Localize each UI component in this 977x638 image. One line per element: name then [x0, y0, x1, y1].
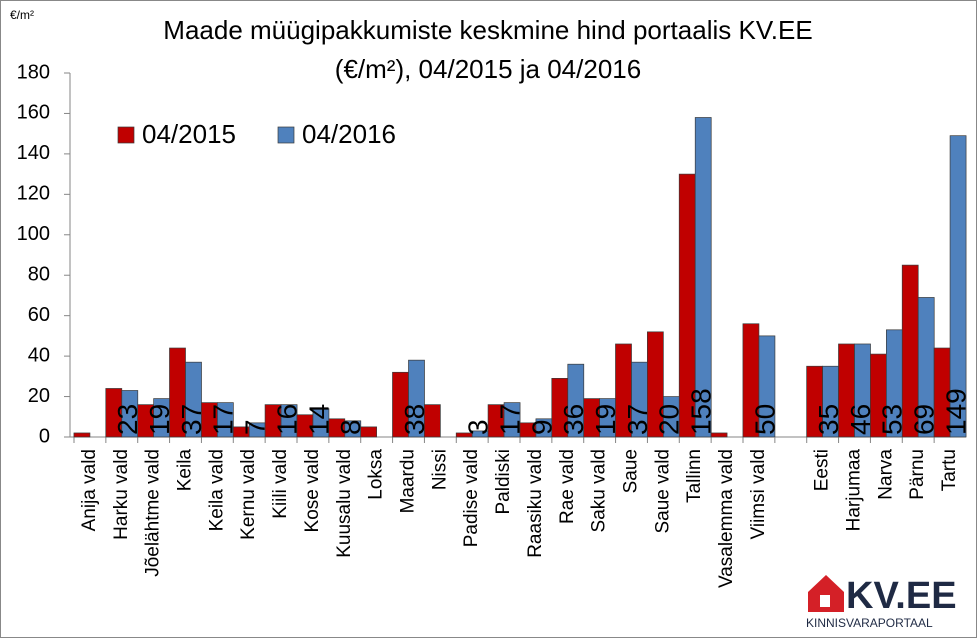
bar	[185, 361, 202, 438]
x-tick-label: Keila	[175, 449, 196, 492]
x-tick-label: Vasalemma vald	[716, 449, 737, 588]
data-label: 19	[590, 404, 621, 435]
x-tick-label: Eesti	[812, 449, 833, 491]
legend-label: 04/2016	[302, 119, 396, 149]
logo-door	[820, 595, 830, 607]
x-tick-label: Loksa	[366, 449, 387, 500]
bar	[647, 331, 664, 438]
x-tick-label: Pärnu	[907, 449, 928, 500]
y-tick-label: 20	[28, 385, 50, 407]
y-tick-label: 120	[17, 183, 50, 205]
chart-subtitle: (€/m²), 04/2015 ja 04/2016	[335, 54, 641, 84]
x-tick-label: Saue vald	[652, 449, 673, 534]
data-label: 35	[813, 404, 844, 435]
data-label: 9	[526, 419, 557, 435]
x-tick-label: Anija vald	[79, 449, 100, 531]
x-tick-label: Paldiski	[493, 449, 514, 514]
bar	[694, 117, 712, 438]
bar	[949, 135, 967, 438]
logo: KV.EE KINNISVARAPORTAAL	[806, 575, 957, 630]
data-label: 38	[399, 404, 430, 435]
data-label: 46	[845, 404, 876, 435]
bar	[503, 402, 521, 438]
x-tick-label: Kuusalu vald	[334, 449, 355, 558]
x-tick-label: Saku vald	[589, 449, 610, 532]
logo-tagline: KINNISVARAPORTAAL	[806, 616, 933, 630]
data-label: 7	[240, 419, 271, 435]
x-tick-label: Maardu	[398, 449, 419, 513]
bar	[710, 432, 728, 438]
data-label: 158	[686, 388, 717, 435]
data-label: 17	[208, 404, 239, 435]
data-label: 50	[749, 404, 780, 435]
y-tick-label: 160	[17, 102, 50, 124]
x-tick-label: Tallinn	[684, 449, 705, 503]
x-tick-label: Jõelähtme vald	[143, 449, 164, 577]
y-tick-label: 80	[28, 264, 50, 286]
data-label: 23	[112, 404, 143, 435]
chart-title: Maade müügipakkumiste keskmine hind port…	[163, 15, 812, 45]
data-label: 37	[622, 404, 653, 435]
y-tick-label: 40	[28, 344, 50, 366]
bar	[217, 402, 234, 438]
data-label: 3	[463, 419, 494, 435]
data-label: 17	[494, 404, 525, 435]
data-label: 16	[271, 404, 302, 435]
data-label: 8	[335, 419, 366, 435]
data-label: 149	[940, 388, 971, 435]
y-tick-label: 100	[17, 223, 50, 245]
y-tick-label: 60	[28, 304, 50, 326]
data-label: 19	[144, 404, 175, 435]
bar	[758, 335, 776, 438]
x-tick-label: Raasiku vald	[525, 449, 546, 558]
x-tick-label: Kose vald	[302, 449, 323, 532]
bar	[424, 404, 441, 438]
data-label: 36	[558, 404, 589, 435]
data-label: 20	[654, 404, 685, 435]
x-tick-label: Nissi	[429, 449, 450, 490]
y-tick-label: 180	[17, 61, 50, 83]
data-label: 69	[909, 404, 940, 435]
x-tick-label: Harku vald	[111, 449, 132, 540]
y-tick-label: 140	[17, 142, 50, 164]
legend-label: 04/2015	[142, 119, 236, 149]
bar	[360, 426, 377, 438]
logo-name: KV.EE	[846, 575, 957, 617]
data-label: 14	[303, 404, 334, 435]
x-tick-label: Padise vald	[461, 449, 482, 547]
logo-house	[808, 575, 844, 612]
data-label: 53	[877, 404, 908, 435]
x-tick-label: Viimsi vald	[748, 449, 769, 539]
legend-swatch	[277, 126, 295, 144]
bar	[408, 359, 425, 438]
bar	[73, 432, 91, 438]
legend-swatch	[117, 126, 135, 144]
y-tick-label: 0	[39, 425, 50, 447]
x-tick-label: Kernu vald	[238, 449, 259, 540]
x-tick-label: Tartu	[939, 449, 960, 491]
x-tick-label: Kiili vald	[270, 449, 291, 519]
unit-label: €/m²	[10, 8, 34, 22]
x-tick-label: Saue	[621, 449, 642, 493]
x-tick-label: Harjumaa	[844, 449, 865, 532]
x-tick-label: Rae vald	[557, 449, 578, 524]
x-tick-label: Keila vald	[206, 449, 227, 531]
x-tick-label: Narva	[875, 449, 896, 500]
data-label: 37	[176, 404, 207, 435]
